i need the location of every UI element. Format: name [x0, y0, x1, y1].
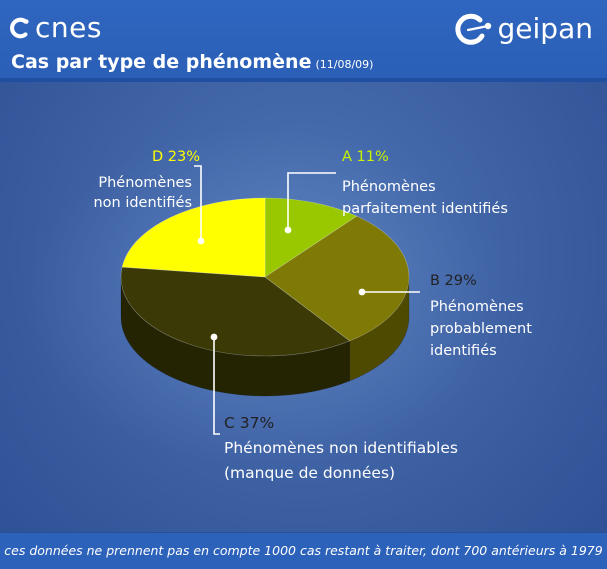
slice-desc-c: Phénomènes non identifiables (manque de d… [224, 439, 458, 482]
page-title-text: Cas par type de phénomène [11, 51, 312, 73]
leader-line-d [194, 165, 202, 241]
slice-desc-line: identifiés [430, 343, 497, 359]
geipan-logo-text: geipan [497, 12, 593, 45]
slice-desc-line: Phénomènes [98, 175, 192, 191]
cnes-logo-text: cnes [35, 11, 102, 44]
leader-dot-d [197, 237, 205, 245]
label-group-d: D 23% Phénomènes non identifiés [93, 149, 205, 245]
slice-desc-line: non identifiés [93, 195, 192, 211]
footer-note: ces données ne prennent pas en compte 10… [4, 543, 603, 558]
slice-desc-line: probablement [430, 321, 532, 337]
leader-dot-c [210, 333, 218, 341]
slice-desc-line: (manque de données) [224, 464, 395, 482]
label-group-b: B 29% Phénomènes probablement identifiés [358, 273, 532, 359]
slice-label-b: B 29% [430, 273, 477, 289]
label-group-a: A 11% Phénomènes parfaitement identifiés [284, 149, 508, 234]
label-group-c: C 37% Phénomènes non identifiables (manque… [210, 333, 458, 482]
geipan-logo-icon [454, 13, 491, 45]
slice-desc-line: parfaitement identifiés [342, 201, 508, 217]
leader-line-a [287, 172, 336, 230]
pie-labels: A 11% Phénomènes parfaitement identifiés B … [93, 149, 532, 482]
slice-desc-line: Phénomènes [342, 179, 436, 195]
pie-top [120, 197, 410, 357]
pie-slice-b [264, 215, 410, 342]
footer: ces données ne prennent pas en compte 10… [0, 532, 607, 569]
slice-desc-a: Phénomènes parfaitement identifiés [342, 179, 508, 217]
geipan-logo: geipan [452, 8, 593, 50]
page-date: (11/08/09) [315, 58, 374, 71]
slice-label-d: D 23% [152, 149, 200, 165]
page-title: Cas par type de phénomène (11/08/09) [11, 51, 373, 73]
cnes-logo-icon [10, 17, 29, 39]
slice-label-c: C 37% [224, 414, 274, 432]
header: cnes geipan Cas par type de phénomène (11… [0, 0, 607, 82]
slice-desc-b: Phénomènes probablement identifiés [430, 299, 532, 359]
pie-chart: A 11% Phénomènes parfaitement identifiés B … [25, 127, 532, 482]
pie-slice-d [121, 197, 266, 278]
cnes-logo: cnes [9, 9, 102, 47]
leader-dot-b [358, 288, 366, 296]
slice-desc-line: Phénomènes [430, 299, 524, 315]
leader-line-c [213, 337, 220, 435]
leader-dot-a [284, 226, 292, 234]
pie-slice-c [120, 266, 351, 357]
slice-desc-d: Phénomènes non identifiés [93, 175, 192, 211]
slice-label-a: A 11% [342, 149, 389, 165]
slice-desc-line: Phénomènes non identifiables [224, 439, 458, 457]
